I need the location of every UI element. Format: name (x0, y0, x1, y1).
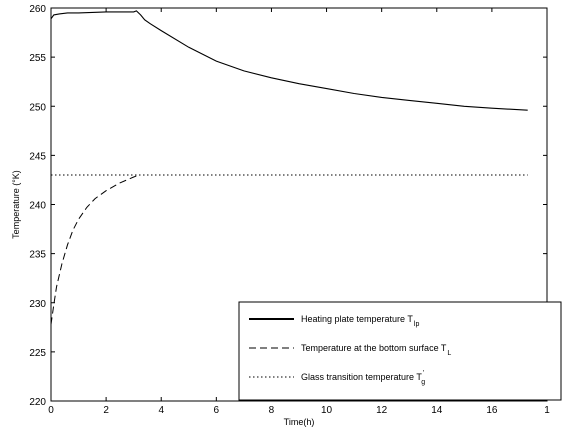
x-tick-label: 10 (321, 405, 333, 416)
legend-entry: Temperature at the bottom surface TL (301, 343, 451, 357)
y-axis-label: Temperature (°K) (11, 170, 21, 239)
y-tick-label: 220 (29, 397, 46, 408)
x-axis-label: Time(h) (284, 417, 315, 427)
x-tick-label: 4 (158, 405, 164, 416)
x-tick-label: 1 (544, 405, 550, 416)
y-tick-label: 235 (29, 250, 46, 261)
x-tick-label: 0 (48, 405, 54, 416)
legend: Heating plate temperature Tlp Temperature… (238, 301, 562, 401)
series-lines (50, 10, 528, 325)
x-tick-label: 8 (269, 405, 275, 416)
x-tick-label: 12 (376, 405, 388, 416)
y-tick-label: 225 (29, 348, 46, 359)
series-line-dashed (50, 174, 140, 325)
x-tick-label: 16 (486, 405, 498, 416)
x-tick-label: 14 (431, 405, 443, 416)
x-tick-label: 6 (214, 405, 220, 416)
series-line-solid (50, 10, 528, 111)
y-tick-label: 230 (29, 299, 46, 310)
legend-entry: Heating plate temperature Tlp (301, 314, 419, 328)
y-tick-label: 260 (29, 4, 46, 15)
y-tick-label: 255 (29, 53, 46, 64)
y-tick-label: 250 (29, 102, 46, 113)
y-tick-label: 240 (29, 201, 46, 212)
x-tick-label: 2 (103, 405, 109, 416)
legend-entry: Glass transition temperature T' g (301, 370, 425, 386)
y-tick-label: 245 (29, 151, 46, 162)
